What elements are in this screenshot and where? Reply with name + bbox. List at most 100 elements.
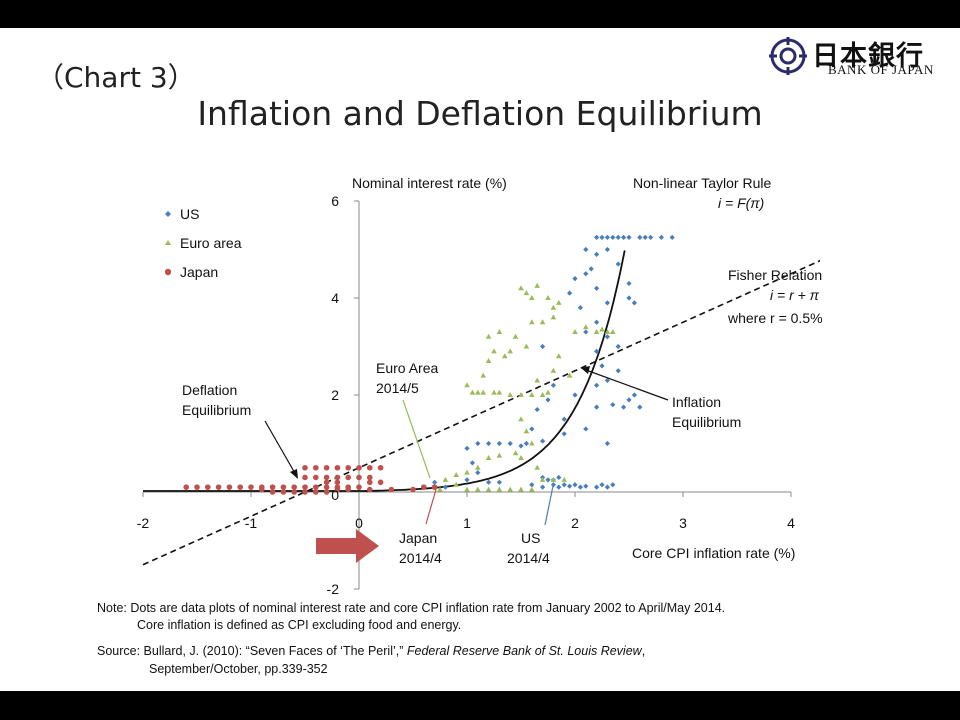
fisher-relation-formula: i = r + π [770, 287, 820, 303]
us-point [529, 426, 535, 432]
japan-point [345, 486, 352, 493]
us-point [604, 246, 610, 253]
us-point [464, 445, 470, 451]
x-tick-label: 4 [787, 515, 795, 531]
logo-english-text: BANK OF JAPAN [828, 62, 934, 77]
euro-point [464, 486, 470, 492]
us-point [583, 483, 589, 489]
source-suffix: , [641, 644, 646, 658]
euro-point [512, 450, 519, 456]
euro-point [534, 282, 540, 288]
us-point [550, 482, 556, 488]
us-point [567, 290, 573, 296]
euro-point [550, 367, 557, 373]
euro-annotation-line1: Euro Area [376, 360, 438, 376]
legend-us-marker [165, 211, 171, 217]
euro-point [561, 476, 567, 482]
us-leader-line [544, 485, 554, 526]
us-point [599, 363, 605, 369]
euro-point [491, 389, 497, 395]
euro-point [529, 392, 535, 397]
us-point [631, 392, 637, 398]
japan-point [356, 484, 362, 490]
us-point [615, 368, 621, 374]
japan-point [367, 486, 373, 493]
us-point [583, 329, 589, 335]
euro-point [485, 358, 492, 364]
us-point [577, 484, 583, 490]
euro-point [523, 428, 530, 434]
euro-point [545, 389, 551, 395]
source-citation: Source: Bullard, J. (2010): “Seven Faces… [97, 642, 645, 678]
us-point [540, 343, 546, 350]
japan-point [259, 486, 265, 493]
source-line-2: September/October, pp.339-352 [149, 662, 328, 676]
euro-point [583, 324, 589, 330]
euro-annotation-line2: 2014/5 [376, 380, 419, 396]
us-point [604, 234, 610, 240]
euro-point [604, 328, 611, 334]
euro-point [529, 295, 535, 300]
inflation-label-line2: Equilibrium [672, 414, 741, 430]
euro-point [496, 328, 503, 334]
us-point [534, 406, 540, 413]
us-point [475, 440, 481, 447]
japan-point [323, 474, 330, 481]
deflation-label-line1: Deflation [182, 382, 237, 398]
japan-point [421, 484, 427, 490]
us-point [518, 443, 524, 449]
euro-point [550, 304, 557, 310]
us-point [626, 295, 632, 301]
logo-japanese-text: 日本銀行 [812, 41, 924, 72]
japan-point [377, 479, 384, 486]
euro-point [480, 389, 486, 395]
euro-point [593, 328, 600, 334]
us-point [648, 234, 654, 240]
euro-point [512, 333, 519, 339]
japan-point [313, 474, 319, 481]
note-line-1: Note: Dots are data plots of nominal int… [97, 601, 726, 615]
us-point [588, 266, 594, 272]
us-point [610, 402, 616, 408]
us-point [486, 440, 492, 447]
japan-point [367, 479, 373, 486]
us-point [594, 319, 600, 325]
euro-point [475, 486, 481, 492]
y-tick-label: 6 [331, 193, 339, 209]
japan-point [237, 484, 243, 490]
us-point [658, 234, 664, 240]
us-point [594, 285, 600, 291]
legend-label: Euro area [180, 235, 242, 251]
euro-point [453, 481, 459, 487]
fisher-relation-condition: where r = 0.5% [727, 310, 823, 326]
euro-point [523, 343, 530, 349]
us-point [626, 397, 632, 403]
japan-point [367, 474, 373, 481]
euro-point [496, 452, 503, 458]
inflation-label-line1: Inflation [672, 394, 721, 410]
euro-point [556, 299, 562, 305]
us-point [556, 474, 562, 481]
us-point [507, 440, 513, 447]
deflation-leader-line [264, 420, 297, 476]
us-point [561, 416, 567, 422]
legend: US Euro area Japan [164, 206, 242, 280]
japan-point [302, 464, 308, 471]
euro-point [550, 314, 557, 320]
us-point [464, 477, 470, 483]
japan-annotation-line1: Japan [399, 530, 437, 546]
euro-point [539, 319, 546, 325]
us-point [567, 483, 573, 489]
us-point [615, 261, 621, 267]
japan-point [302, 484, 308, 490]
euro-point [502, 353, 508, 359]
tick-labels: -2 -1 0 1 2 3 4 6 4 2 0 -2 [137, 193, 795, 597]
us-point [475, 470, 481, 476]
us-point [631, 300, 637, 306]
euro-point [518, 285, 524, 291]
us-point [599, 234, 605, 240]
source-journal: Federal Reserve Bank of St. Louis Review [406, 644, 642, 658]
japan-point [269, 489, 276, 495]
us-point [637, 404, 643, 410]
us-point [556, 484, 562, 490]
